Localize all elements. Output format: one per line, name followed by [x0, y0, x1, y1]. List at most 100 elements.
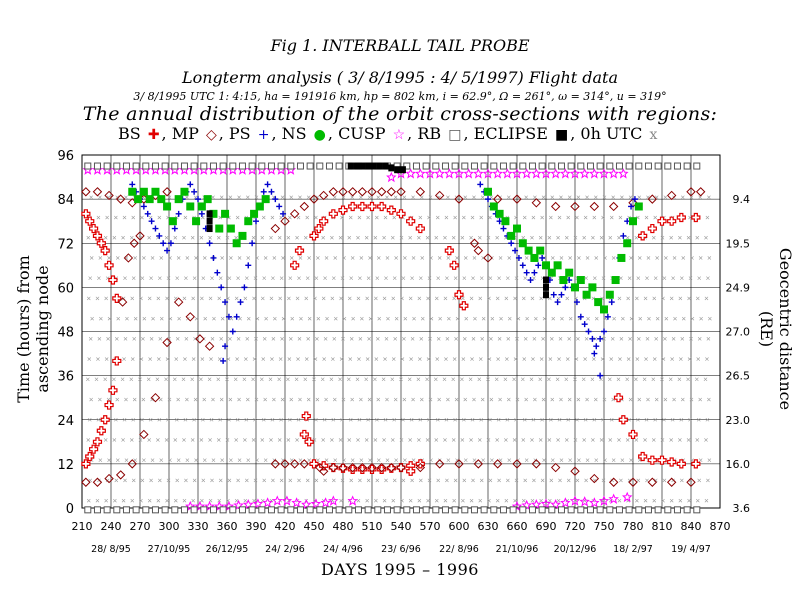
point-rb: [296, 162, 304, 170]
utc-mark: [278, 357, 283, 361]
utc-mark: [435, 215, 440, 220]
point-ps: [280, 210, 287, 217]
utc-mark: [679, 417, 684, 422]
point-bs: [691, 212, 701, 223]
utc-mark: [521, 296, 526, 301]
utc-mark: [298, 195, 302, 200]
utc-mark: [566, 215, 571, 220]
utc-mark: [522, 417, 527, 422]
utc-mark: [332, 276, 336, 280]
utc-mark: [304, 296, 309, 301]
utc-mark: [159, 256, 164, 260]
utc-mark: [557, 215, 562, 220]
point-bs: [449, 260, 459, 270]
x-axis-title: DAYS 1995 – 1996: [321, 560, 479, 579]
utc-mark: [636, 276, 641, 280]
utc-mark: [618, 357, 622, 361]
utc-mark: [358, 276, 362, 280]
utc-mark: [472, 256, 477, 260]
point-ps: [140, 203, 147, 210]
utc-mark: [385, 195, 389, 200]
utc-mark: [252, 498, 256, 503]
utc-mark: [366, 478, 371, 483]
utc-mark: [268, 377, 273, 382]
point-bs: [319, 461, 329, 471]
utc-mark: [642, 377, 647, 382]
utc-mark: [156, 438, 160, 442]
utc-mark: [506, 337, 511, 341]
point-ps: [129, 181, 136, 188]
utc-mark: [157, 215, 162, 220]
utc-mark: [451, 377, 456, 382]
utc-mark: [346, 377, 351, 382]
utc-mark: [226, 296, 230, 301]
utc-mark: [688, 215, 692, 220]
utc-mark: [620, 458, 625, 463]
utc-mark: [402, 397, 407, 402]
legend-label-ns: NS: [281, 124, 312, 143]
utc-mark: [637, 397, 642, 402]
utc-mark: [211, 397, 215, 402]
point-bs: [454, 290, 464, 300]
utc-mark: [351, 316, 355, 321]
utc-mark: [168, 316, 173, 321]
utc-mark: [608, 235, 613, 240]
utc-mark: [269, 235, 273, 240]
utc-mark: [306, 337, 311, 341]
utc-mark: [629, 458, 633, 463]
utc-mark: [477, 377, 482, 382]
utc-mark: [208, 296, 213, 301]
x-tick-label: 660: [507, 520, 528, 533]
point-bs: [299, 429, 309, 440]
utc-mark: [392, 417, 397, 422]
point-rb: [200, 162, 208, 170]
utc-mark: [566, 417, 571, 422]
point-bs: [338, 463, 348, 473]
utc-mark: [680, 276, 684, 280]
point-rb: [557, 162, 565, 170]
utc-mark: [341, 195, 346, 200]
y2-tick-label: 23.0: [726, 414, 751, 427]
point-ns: [571, 283, 579, 292]
x-tick-label: 360: [217, 520, 238, 533]
utc-mark: [245, 478, 249, 483]
utc-mark: [542, 458, 546, 463]
point-ns: [139, 187, 148, 196]
point-eclipse: [206, 225, 213, 233]
point-mp: [104, 473, 114, 484]
utc-mark: [591, 438, 595, 442]
x-tick-label: 510: [362, 520, 383, 533]
legend-label-cusp: CUSP: [338, 124, 391, 143]
utc-mark: [463, 397, 468, 402]
legend-separator: ,: [161, 124, 172, 143]
utc-mark: [472, 397, 476, 402]
point-cusp: [405, 168, 416, 179]
point-rb: [509, 506, 517, 514]
utc-mark: [85, 377, 90, 382]
point-mp: [289, 209, 300, 219]
point-mp: [347, 462, 358, 473]
utc-mark: [559, 458, 564, 463]
utc-mark: [190, 235, 195, 240]
legend-marker-icon: ◇: [205, 127, 217, 143]
utc-mark: [294, 377, 299, 382]
utc-mark: [434, 498, 439, 503]
point-cusp: [310, 498, 322, 509]
utc-mark: [409, 357, 413, 361]
utc-mark: [184, 337, 189, 341]
utc-mark: [129, 235, 134, 240]
utc-mark: [150, 458, 155, 463]
utc-mark: [375, 417, 379, 422]
utc-mark: [229, 256, 233, 260]
point-bs: [628, 429, 638, 440]
utc-mark: [347, 235, 352, 240]
utc-mark: [480, 397, 485, 402]
point-bs: [104, 260, 114, 270]
utc-mark: [708, 316, 712, 321]
utc-mark: [468, 377, 473, 382]
utc-mark: [260, 438, 265, 442]
utc-mark: [366, 215, 370, 220]
point-bs: [96, 426, 106, 436]
utc-mark: [669, 235, 673, 240]
utc-mark: [403, 316, 408, 321]
